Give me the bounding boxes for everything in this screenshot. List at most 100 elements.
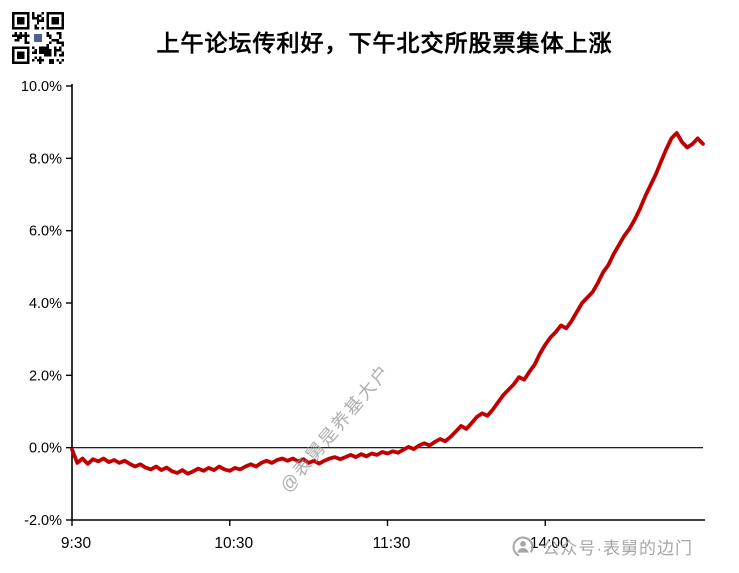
qr-module <box>41 46 45 50</box>
qr-module <box>24 36 27 40</box>
qr-module <box>12 34 15 37</box>
qr-module <box>44 49 47 52</box>
y-tick-label: 8.0% <box>29 151 62 167</box>
qr-module <box>44 54 47 57</box>
qr-module <box>49 51 52 55</box>
qr-module <box>34 16 37 20</box>
qr-module <box>19 31 22 35</box>
qr-code <box>12 12 64 64</box>
qr-module <box>16 16 25 25</box>
qr-module <box>39 51 42 55</box>
qr-module <box>34 49 37 52</box>
qr-module <box>26 34 30 37</box>
qr-module <box>41 51 45 55</box>
qr-module <box>51 39 55 42</box>
qr-module <box>16 51 25 60</box>
qr-module <box>59 31 62 35</box>
qr-module <box>36 26 40 30</box>
qr-module <box>41 59 45 62</box>
chart-title: 上午论坛传利好，下午北交所股票集体上涨 <box>156 30 613 56</box>
qr-module <box>31 12 35 15</box>
qr-module <box>19 34 22 37</box>
qr-module <box>59 36 62 40</box>
qr-module <box>34 51 37 55</box>
qr-module <box>39 56 42 60</box>
qr-module <box>24 31 27 35</box>
qr-module <box>14 39 17 42</box>
qr-module <box>34 26 37 30</box>
qr-module <box>46 34 50 37</box>
y-tick-label: 0.0% <box>29 441 62 457</box>
qr-module <box>61 59 64 62</box>
qr-module <box>56 31 60 35</box>
y-tick-label: 10.0% <box>21 79 62 95</box>
qr-module <box>33 33 43 43</box>
qr-module <box>61 41 64 45</box>
qr-module <box>54 54 57 57</box>
qr-module <box>49 34 52 37</box>
qr-module <box>36 19 40 22</box>
qr-module <box>46 54 50 57</box>
qr-module <box>44 46 47 50</box>
qr-module <box>51 16 60 25</box>
account-watermark: 公众号·表舅的边门 <box>512 534 693 559</box>
qr-module <box>24 41 27 45</box>
qr-module <box>39 19 42 22</box>
qr-module <box>46 49 50 52</box>
qr-module <box>39 59 42 62</box>
qr-module <box>49 49 52 52</box>
qr-module <box>46 31 50 35</box>
qr-module <box>46 44 50 47</box>
qr-module <box>41 49 45 52</box>
qr-module <box>44 51 47 55</box>
qr-module <box>56 49 60 52</box>
qr-module <box>31 16 35 20</box>
qr-module <box>16 34 20 37</box>
qr-module <box>51 61 55 64</box>
qr-module <box>36 14 40 17</box>
qr-module <box>39 46 42 50</box>
qr-module <box>56 39 60 42</box>
qr-module <box>36 59 40 62</box>
qr-module <box>56 41 60 45</box>
qr-module <box>54 49 57 52</box>
qr-module <box>59 49 62 52</box>
qr-module <box>34 56 37 60</box>
qr-module <box>41 16 45 20</box>
qr-module <box>61 54 64 57</box>
x-tick-label: 14:00 <box>530 535 569 552</box>
qr-module <box>49 36 52 40</box>
qr-module <box>16 36 20 40</box>
qr-module <box>54 51 57 55</box>
qr-module <box>59 61 62 64</box>
price-line <box>70 131 705 476</box>
y-tick-label: 6.0% <box>29 224 62 240</box>
qr-module <box>31 59 35 62</box>
qr-module <box>36 16 40 20</box>
qr-module <box>41 12 45 15</box>
x-tick-label: 9:30 <box>61 535 92 552</box>
qr-module <box>39 49 42 52</box>
qr-module <box>31 46 35 50</box>
qr-module <box>36 21 40 25</box>
qr-module <box>54 46 57 50</box>
qr-module <box>31 51 35 55</box>
qr-module <box>41 19 45 22</box>
qr-module <box>24 34 27 37</box>
qr-module <box>51 59 55 62</box>
y-tick-label: 2.0% <box>29 368 62 384</box>
x-tick-label: 10:30 <box>214 535 253 552</box>
qr-module <box>59 34 62 37</box>
qr-module <box>39 61 42 64</box>
qr-code-image <box>12 12 64 64</box>
qr-module <box>49 61 52 64</box>
qr-module <box>19 36 22 40</box>
qr-module <box>21 34 25 37</box>
qr-module <box>59 41 62 45</box>
qr-module <box>46 46 50 50</box>
qr-module <box>59 46 62 50</box>
qr-module <box>61 51 64 55</box>
y-tick-label: -2.0% <box>24 513 62 529</box>
